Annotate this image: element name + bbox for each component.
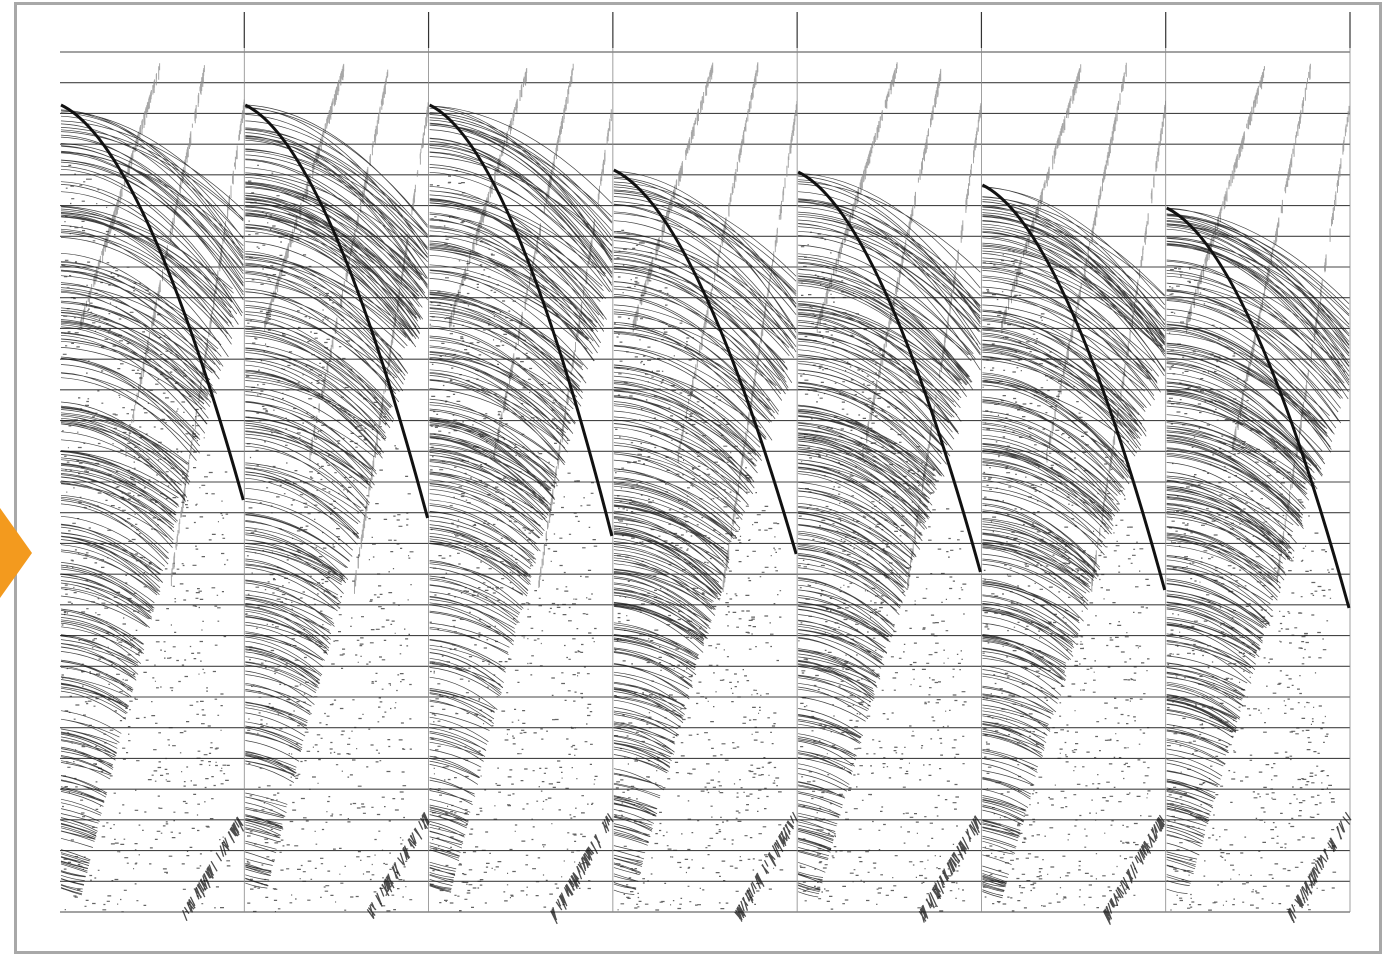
speckle-texture [798,231,967,912]
orange-arrow-icon [0,508,32,598]
reflection-arcs [1166,207,1350,894]
speckle-texture [245,164,414,913]
surface-wave-band [1102,814,1166,925]
shot-gather-panel [428,103,614,925]
reflection-arcs [429,105,613,893]
timing-lines [60,51,1350,913]
speckle-texture [429,170,598,912]
reflection-arcs [797,172,981,898]
first-break [1166,206,1351,609]
shot-gather-panel [1166,206,1352,924]
first-break [797,170,982,573]
surface-wave-band [1287,811,1352,924]
speckle-texture [982,249,1152,912]
shot-gather-panel [797,170,982,923]
first-break [613,168,798,555]
figure-frame [14,2,1382,954]
panel-dividers [243,12,1351,912]
surface-wave-band [550,813,614,925]
surface-wave-band [734,811,799,922]
shot-gather-panel [613,168,799,922]
surface-wave-band [918,815,982,923]
shot-gather-panels [60,103,1352,925]
speckle-texture [614,229,784,911]
speckle-texture [1167,267,1337,911]
reflection-arcs [245,104,428,889]
noise-streaks [632,62,798,592]
surface-wave-band [366,811,430,920]
shot-gather-panel [60,103,245,922]
noise-streaks [448,63,612,588]
reflection-arcs [613,170,797,895]
first-break [981,183,1167,591]
reflection-arcs [60,109,244,896]
surface-wave-band [182,816,245,922]
shot-gather-panel [981,183,1167,925]
shot-gather-panel [244,103,430,920]
speckle-texture [61,164,231,913]
